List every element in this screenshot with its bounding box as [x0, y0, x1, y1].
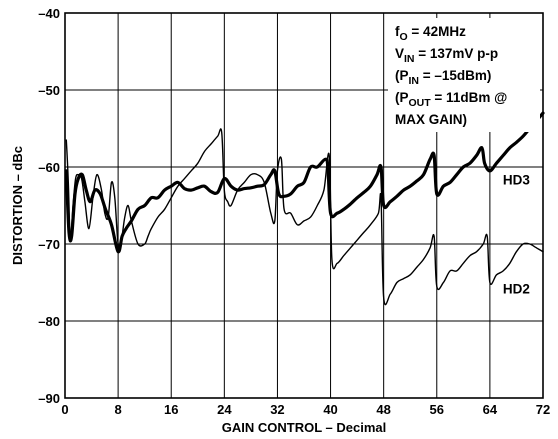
annotation-line: VIN = 137mV p-p: [395, 46, 498, 65]
annotation-subscript: OUT: [409, 97, 432, 109]
x-tick-label: 56: [430, 402, 444, 417]
annotation-line: (PIN = –15dBm): [395, 68, 491, 87]
series-layer: [64, 111, 545, 306]
x-tick-label: 72: [536, 402, 550, 417]
y-tick-label: –60: [38, 160, 60, 175]
y-tick-label: –80: [38, 314, 60, 329]
x-axis-label: GAIN CONTROL – Decimal: [222, 420, 386, 435]
series-hd2-line: [65, 128, 544, 306]
x-tick-label: 24: [217, 402, 232, 417]
annotation-line: MAX GAIN): [395, 112, 467, 127]
annotation-subscript: O: [400, 31, 408, 43]
x-tick-label: 40: [323, 402, 337, 417]
x-tick-labels: 0 8 16 24 32 40 48 56 64 72: [61, 402, 550, 417]
y-axis-label: DISTORTION – dBc: [10, 146, 25, 265]
annotation-main-text: f: [395, 24, 400, 39]
series-label-hd3: HD3: [503, 172, 530, 187]
series-hd3-line: [64, 111, 545, 254]
series-label-hd2: HD2: [503, 282, 530, 297]
x-tick-label: 16: [164, 402, 178, 417]
annotation-subscript: IN: [404, 53, 415, 65]
annotation-main-text: V: [395, 46, 404, 61]
annotation-line: (POUT = 11dBm @: [395, 90, 507, 109]
annotation-main-text: MAX GAIN): [395, 112, 467, 127]
y-tick-label: –70: [38, 237, 60, 252]
y-tick-labels: –40 –50 –60 –70 –80 –90: [38, 6, 60, 406]
y-tick-label: –40: [38, 6, 60, 21]
annotation-main-text: (P: [395, 90, 409, 105]
annotation-background: [388, 18, 540, 132]
annotation-line: fO = 42MHz: [395, 24, 466, 43]
x-tick-label: 48: [376, 402, 390, 417]
annotation-subscript: IN: [409, 75, 420, 87]
x-tick-label: 32: [270, 402, 284, 417]
x-tick-label: 8: [114, 402, 121, 417]
plot-frame: [64, 12, 544, 399]
annotation-rest-text: = 42MHz: [408, 24, 466, 39]
annotation-rest-text: = 11dBm @: [431, 90, 508, 105]
x-tick-label: 0: [61, 402, 68, 417]
x-tick-label: 64: [483, 402, 498, 417]
y-tick-label: –90: [38, 391, 60, 406]
annotation-main-text: (P: [395, 68, 409, 83]
y-tick-label: –50: [38, 83, 60, 98]
annotation-rest-text: = –15dBm): [419, 68, 491, 83]
series-labels: HD3 HD2: [503, 172, 530, 296]
annotation-rest-text: = 137mV p-p: [415, 46, 499, 61]
